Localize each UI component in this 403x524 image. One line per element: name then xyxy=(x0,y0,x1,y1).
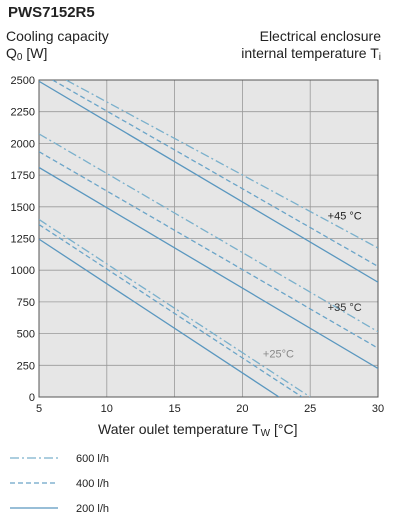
x-tick-label: 20 xyxy=(236,403,248,415)
y-axis-label: Cooling capacity xyxy=(6,28,109,44)
series-line xyxy=(52,80,378,267)
x-tick-label: 15 xyxy=(168,403,180,415)
y-tick-label: 1000 xyxy=(11,265,35,277)
x-tick-label: 5 xyxy=(36,403,42,415)
series-line xyxy=(39,224,303,397)
y-tick-label: 1750 xyxy=(11,170,35,182)
legend-label: 400 l/h xyxy=(76,478,109,490)
y-axis-symbol: Q0 [W] xyxy=(6,45,48,63)
series-line xyxy=(39,166,378,370)
series-line xyxy=(39,238,280,397)
series-line xyxy=(39,218,311,397)
plot-frame xyxy=(38,79,379,398)
y-tick-label: 1500 xyxy=(11,202,35,214)
temperature-annotation: +25°C xyxy=(263,349,294,361)
x-tick-label: 25 xyxy=(304,403,316,415)
y-tick-label: 2000 xyxy=(11,138,35,150)
enclosure-temp-symbol: internal temperature Ti xyxy=(241,45,381,63)
x-axis-label: Water oulet temperature TW [°C] xyxy=(98,421,298,439)
legend-label: 600 l/h xyxy=(76,453,109,465)
y-tick-label: 500 xyxy=(17,329,35,341)
chart-title: PWS7152R5 xyxy=(8,4,95,21)
temperature-annotation: +35 °C xyxy=(328,302,362,314)
series-line xyxy=(39,80,378,283)
legend-label: 200 l/h xyxy=(76,503,109,515)
y-tick-label: 0 xyxy=(29,392,35,404)
y-tick-label: 750 xyxy=(17,297,35,309)
enclosure-temp-label: Electrical enclosure xyxy=(259,28,381,44)
y-tick-label: 2250 xyxy=(11,107,35,119)
y-tick-label: 1250 xyxy=(11,234,35,246)
x-tick-label: 10 xyxy=(101,403,113,415)
y-tick-label: 2500 xyxy=(11,75,35,87)
x-tick-label: 30 xyxy=(372,403,384,415)
series-line xyxy=(65,80,378,249)
y-tick-label: 250 xyxy=(17,360,35,372)
series-line xyxy=(39,151,378,349)
series-line xyxy=(39,133,378,333)
temperature-annotation: +45 °C xyxy=(328,210,362,222)
